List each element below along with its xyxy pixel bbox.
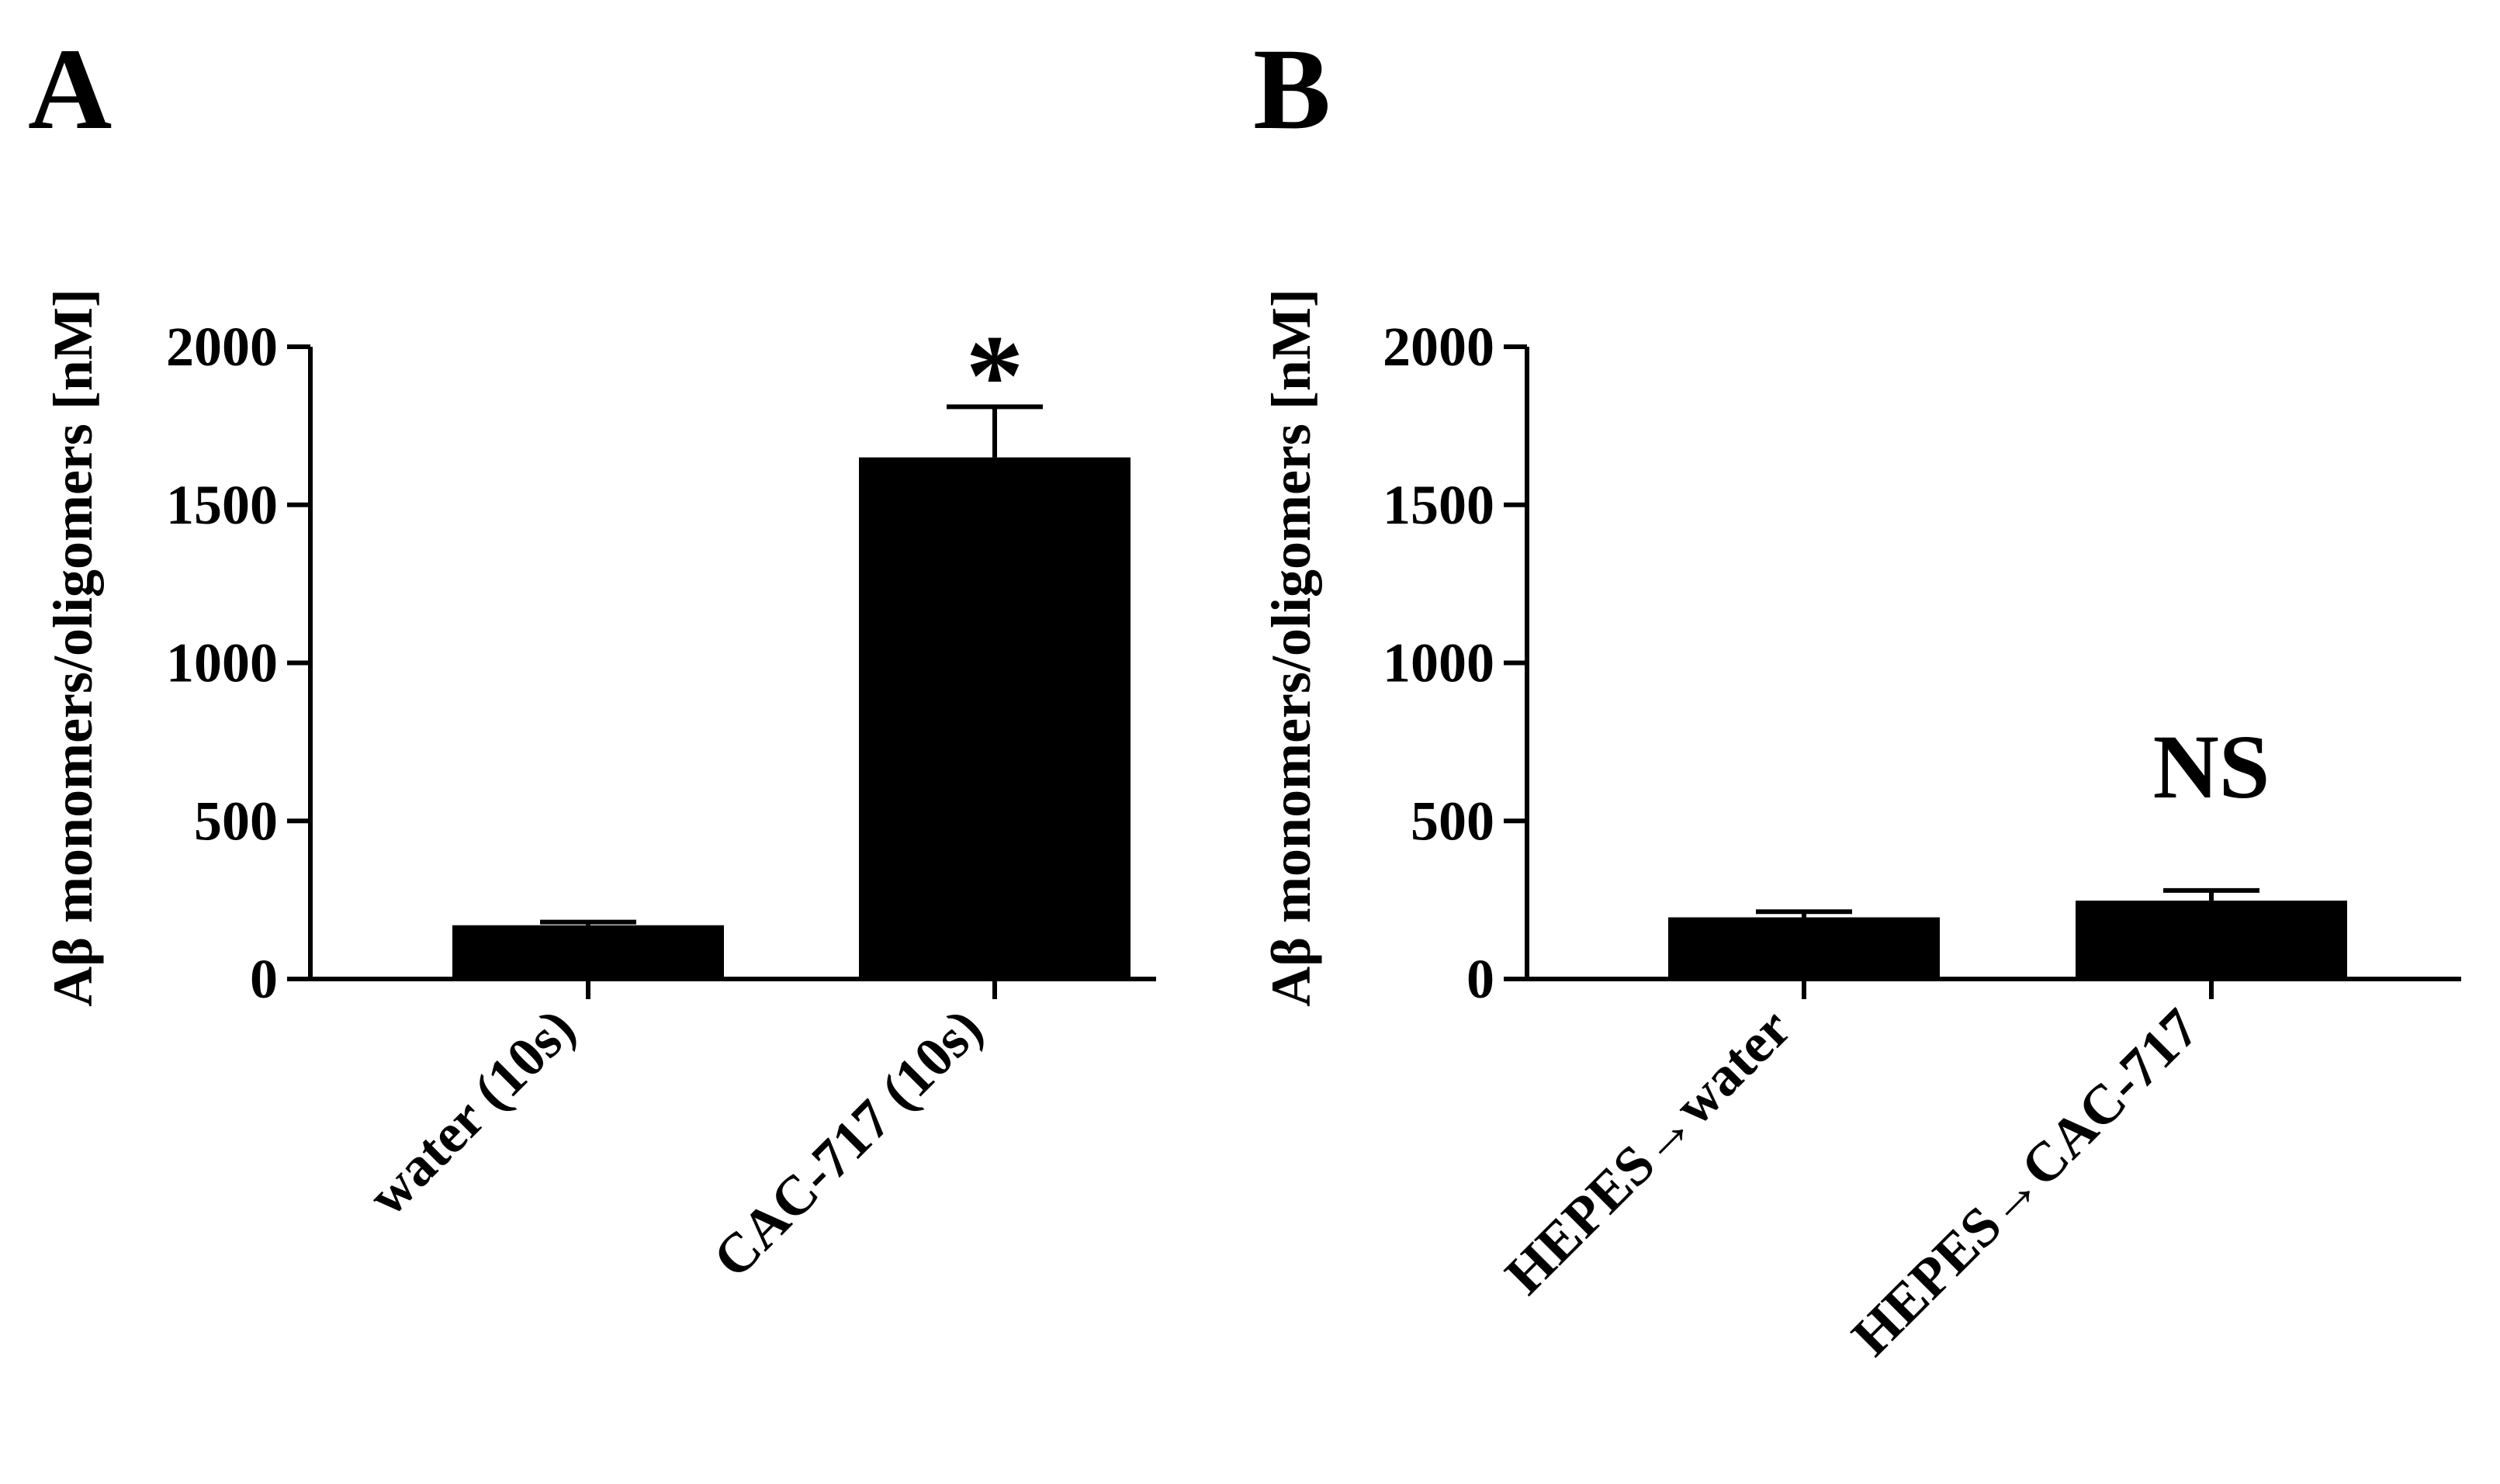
panel-a-y-ticks: 0 500 1000 1500 2000 bbox=[166, 316, 310, 1010]
y-tick-label: 1500 bbox=[1383, 474, 1494, 536]
y-tick-label: 500 bbox=[1411, 790, 1494, 852]
y-tick-label: 2000 bbox=[1383, 316, 1494, 378]
significance-ns: NS bbox=[2153, 716, 2270, 818]
bar bbox=[2076, 900, 2347, 979]
bar bbox=[452, 925, 724, 979]
bar bbox=[859, 457, 1131, 979]
bar bbox=[1668, 917, 1940, 979]
y-tick-label: 2000 bbox=[166, 316, 278, 378]
significance-star: * bbox=[966, 311, 1024, 440]
panel-a-bars: * bbox=[452, 311, 1131, 999]
panel-b-y-ticks: 0 500 1000 1500 2000 bbox=[1383, 316, 1527, 1010]
panel-b-label: B bbox=[1253, 25, 1331, 154]
y-tick-label: 1000 bbox=[166, 632, 278, 694]
panel-b-bars: NS bbox=[1668, 716, 2347, 999]
y-tick-label: 0 bbox=[1466, 948, 1494, 1010]
panel-a-label: A bbox=[28, 25, 112, 154]
y-tick-label: 500 bbox=[194, 790, 278, 852]
panel-b-y-axis-title: Aβ monomers/oligomers [nM] bbox=[1260, 289, 1322, 1007]
y-tick-label: 0 bbox=[250, 948, 278, 1010]
panel-a-y-axis-title: Aβ monomers/oligomers [nM] bbox=[42, 289, 104, 1007]
y-tick-label: 1000 bbox=[1383, 632, 1494, 694]
y-tick-label: 1500 bbox=[166, 474, 278, 536]
